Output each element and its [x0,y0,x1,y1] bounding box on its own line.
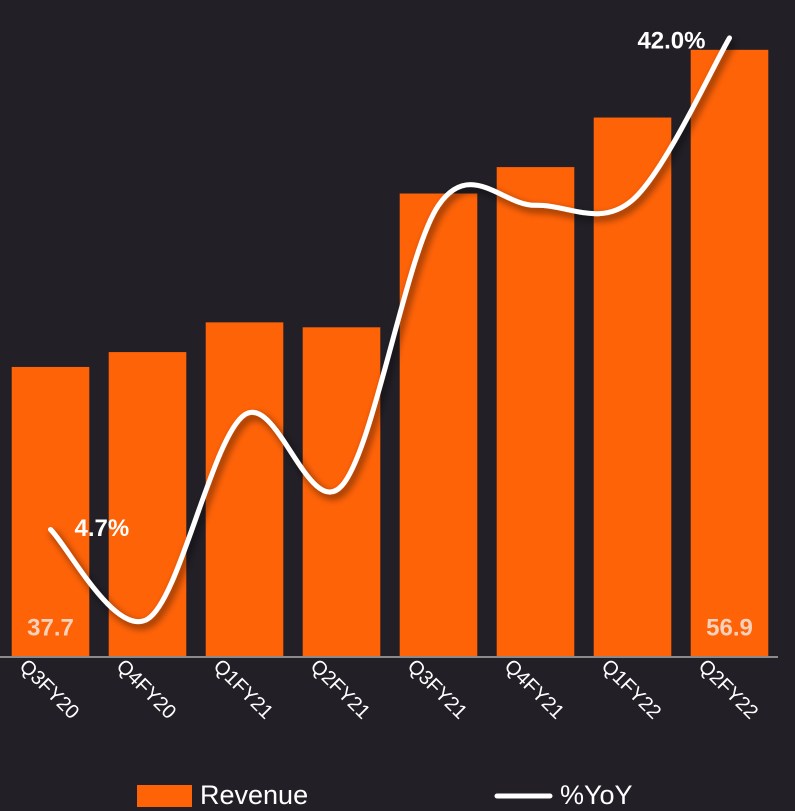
bar [108,352,187,656]
data-label: 4.7% [75,515,130,542]
bar [690,49,769,657]
line [48,35,732,625]
bar [205,322,284,656]
data-label: 37.7 [27,614,74,641]
x-tick-label: Q4FY20 [112,655,180,723]
data-label: 42.0% [637,27,705,54]
bar [399,193,478,657]
x-tick-label: Q2FY21 [306,655,374,723]
bar [593,117,672,656]
x-tick-label: Q2FY22 [694,655,762,723]
legend-swatch [137,785,192,807]
bar [496,167,575,656]
x-tick-label: Q1FY22 [597,655,665,723]
x-tick-label: Q3FY20 [15,655,83,723]
legend-label: Revenue [200,780,308,810]
x-tick-label: Q3FY21 [403,655,471,723]
bar [302,327,381,656]
x-tick-label: Q4FY21 [500,655,568,723]
legend-label: %YoY [560,780,633,810]
x-tick-label: Q1FY21 [209,655,277,723]
bar [11,366,90,656]
data-label: 56.9 [706,614,753,641]
